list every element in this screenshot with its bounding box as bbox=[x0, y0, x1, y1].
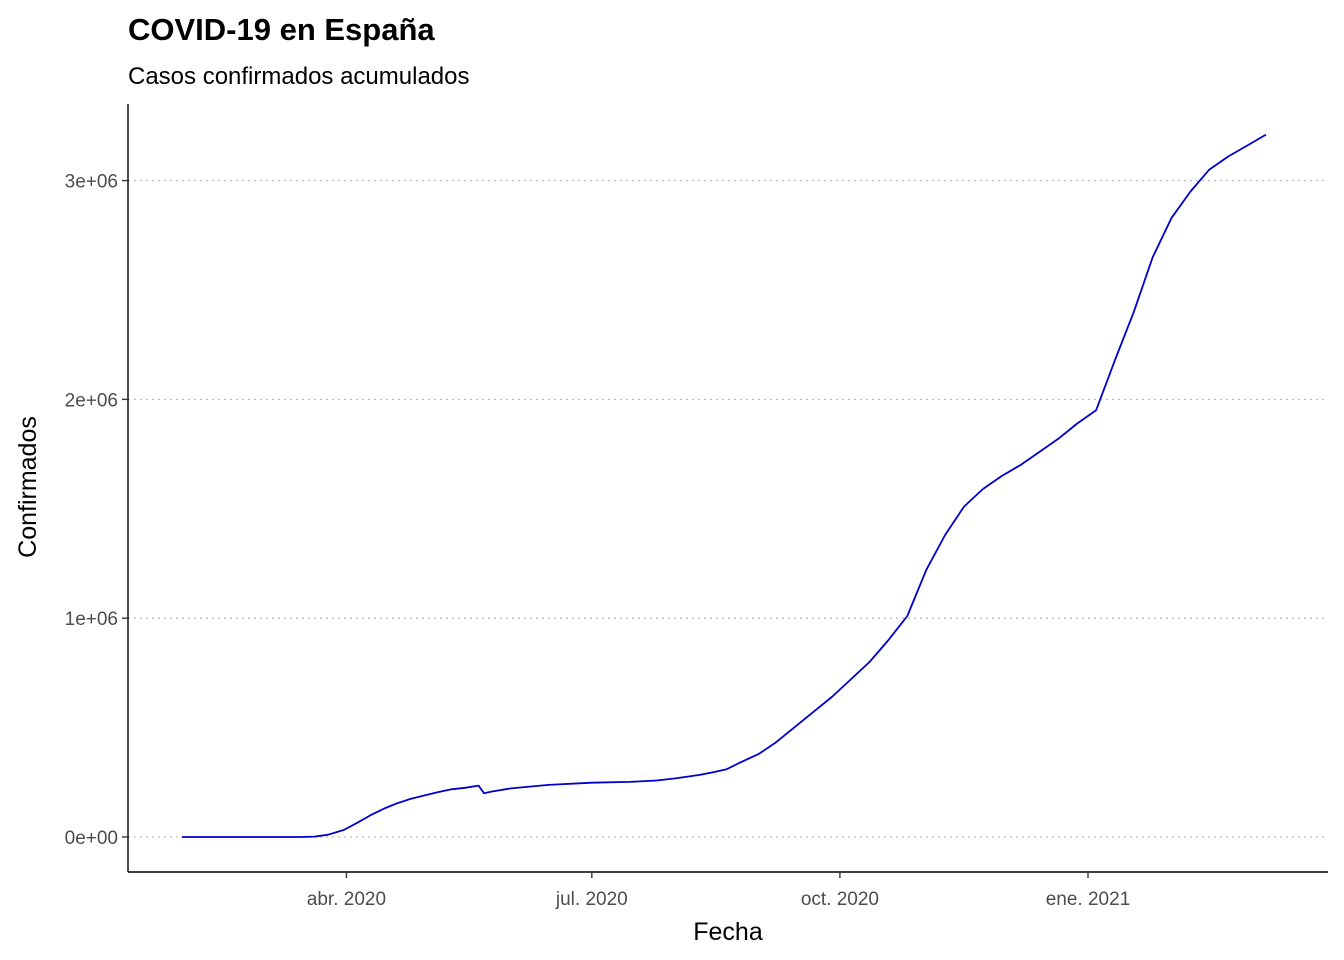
series-line bbox=[181, 133, 1267, 838]
x-axis-ticks: abr. 2020 jul. 2020 oct. 2020 ene. 2021 bbox=[307, 872, 1130, 910]
x-tick-label: ene. 2021 bbox=[1046, 889, 1131, 910]
grid-lines bbox=[128, 179, 1328, 838]
chart-title: COVID-19 en España bbox=[128, 12, 435, 47]
y-tick-label: 1e+06 bbox=[65, 609, 118, 630]
y-axis-title: Confirmados bbox=[14, 416, 42, 558]
y-tick-label: 0e+00 bbox=[65, 828, 118, 849]
x-tick-label: abr. 2020 bbox=[307, 889, 386, 910]
chart-subtitle: Casos confirmados acumulados bbox=[128, 63, 470, 90]
x-tick-label: jul. 2020 bbox=[555, 889, 628, 910]
x-tick-label: oct. 2020 bbox=[801, 889, 879, 910]
x-axis-title: Fecha bbox=[693, 918, 763, 946]
y-tick-label: 3e+06 bbox=[65, 172, 118, 193]
data-series bbox=[181, 133, 1267, 838]
y-tick-label: 2e+06 bbox=[65, 390, 118, 411]
y-axis-ticks: 0e+00 1e+06 2e+06 3e+06 bbox=[65, 172, 128, 849]
